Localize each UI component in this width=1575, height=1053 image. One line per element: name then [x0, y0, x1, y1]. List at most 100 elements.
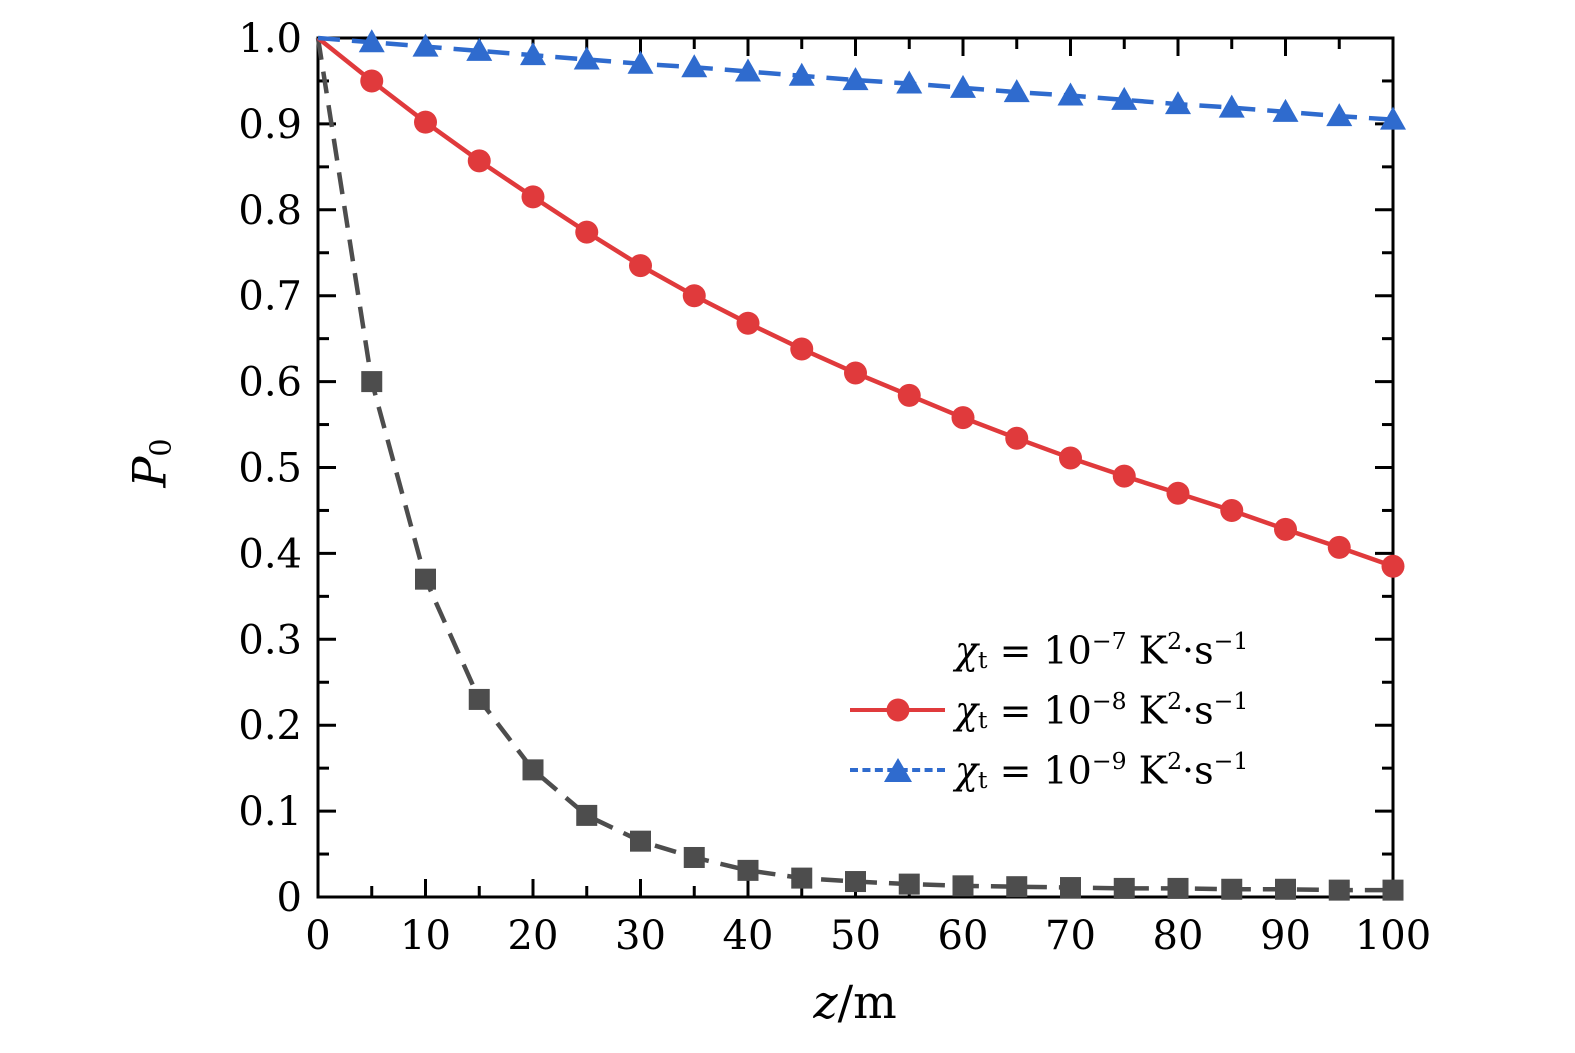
series-circle: [316, 36, 1405, 578]
legend-swatch-red: [850, 692, 945, 728]
y-tick-label: 0.8: [238, 188, 302, 234]
data-point-circle: [790, 337, 814, 361]
data-point-circle: [1112, 464, 1136, 488]
data-point-triangle: [627, 50, 654, 74]
data-point-circle: [1059, 446, 1082, 470]
data-point-square: [1060, 877, 1081, 899]
data-point-square: [630, 830, 651, 852]
data-point-circle: [951, 406, 975, 430]
data-point-circle: [521, 185, 545, 209]
data-point-circle: [1381, 554, 1405, 578]
legend-label: χt = 10−7 K2·s−1: [955, 627, 1248, 674]
data-point-square: [952, 875, 974, 897]
space: [1127, 688, 1139, 732]
series-square: [315, 37, 1404, 901]
unit-second: s: [1194, 628, 1214, 673]
tick-labels: 0 10 20 30 40 50 60 70 80 90 100 0 0.1 0.2 0.3 0.4 0.5 0.…: [238, 16, 1431, 959]
chi-symbol: χ: [955, 688, 979, 733]
legend-marker-triangle: [883, 758, 912, 782]
series-triangle: [317, 29, 1406, 130]
x-tick-label: 20: [508, 913, 559, 959]
legend-item-chi-1e-7: χt = 10−7 K2·s−1: [850, 620, 1248, 680]
unit-dot: ·: [1182, 748, 1195, 793]
data-point-square: [737, 859, 759, 881]
equals-base: = 10: [987, 628, 1092, 673]
legend-marker-circle: [886, 698, 909, 722]
data-point-square: [1167, 877, 1189, 899]
y-tick-label: 0.5: [238, 446, 302, 492]
y-axis-label: P0: [122, 438, 177, 487]
data-point-circle: [736, 311, 760, 335]
data-point-square: [898, 873, 920, 895]
y-tick-label: 0.6: [238, 360, 302, 406]
unit-dot: ·: [1182, 628, 1195, 673]
data-point-triangle: [896, 70, 923, 94]
data-point-square: [845, 871, 866, 893]
data-point-triangle: [520, 42, 546, 66]
data-point-circle: [682, 284, 706, 308]
data-point-triangle: [1380, 106, 1406, 130]
legend-label: χt = 10−8 K2·s−1: [955, 687, 1248, 734]
unit-kelvin: K: [1138, 748, 1168, 793]
data-point-triangle: [1111, 86, 1138, 110]
data-point-square: [1275, 878, 1296, 900]
x-tick-label: 80: [1153, 913, 1204, 959]
data-point-circle: [1166, 481, 1190, 505]
data-point-square: [1328, 879, 1350, 901]
y-tick-label: 0.3: [238, 617, 302, 663]
x-axis-label: z/m: [813, 975, 896, 1029]
data-point-square: [468, 688, 490, 710]
unit-second: s: [1194, 688, 1214, 733]
data-point-circle: [360, 69, 384, 93]
chi-subscript: t: [978, 705, 988, 734]
legend-item-chi-1e-8: χt = 10−8 K2·s−1: [850, 680, 1248, 740]
x-tick-label: 10: [400, 913, 451, 959]
x-tick-label: 60: [938, 913, 989, 959]
x-tick-label: 50: [830, 913, 881, 959]
data-point-triangle: [735, 58, 761, 82]
unit-second: s: [1194, 748, 1214, 793]
data-point-square: [361, 371, 383, 393]
chi-subscript: t: [978, 645, 988, 674]
y-tick-label: 1.0: [238, 16, 302, 62]
x-tick-label: 30: [615, 913, 666, 959]
legend-item-chi-1e-9: χt = 10−9 K2·s−1: [850, 740, 1248, 800]
data-point-square: [576, 804, 598, 826]
data-point-triangle: [1218, 94, 1245, 118]
unit-second-exp: −1: [1213, 746, 1249, 775]
x-axis-separator: /: [837, 975, 854, 1029]
data-point-circle: [414, 110, 437, 134]
data-point-triangle: [1003, 79, 1030, 103]
data-point-square: [1221, 878, 1243, 900]
data-point-triangle: [950, 74, 976, 98]
data-point-circle: [1220, 498, 1244, 522]
legend-label: χt = 10−9 K2·s−1: [955, 747, 1248, 794]
data-point-triangle: [842, 67, 869, 91]
data-point-circle: [629, 254, 652, 278]
x-tick-label: 90: [1260, 913, 1311, 959]
unit-second-exp: −1: [1213, 686, 1249, 715]
exponent: −7: [1091, 626, 1127, 655]
x-axis-unit: m: [853, 975, 897, 1029]
data-point-triangle: [412, 33, 439, 57]
unit-kelvin-exp: 2: [1167, 746, 1183, 775]
y-tick-label: 0.9: [238, 102, 302, 148]
y-axis-variable: P: [122, 456, 177, 488]
data-point-square: [415, 568, 436, 590]
data-point-square: [1006, 876, 1028, 898]
chi-symbol: χ: [955, 748, 979, 793]
unit-kelvin-exp: 2: [1167, 626, 1183, 655]
data-point-triangle: [573, 46, 600, 70]
data-point-circle: [897, 383, 921, 407]
y-tick-label: 0.7: [238, 274, 302, 320]
y-tick-label: 0.1: [238, 789, 302, 835]
y-axis-subscript: 0: [144, 438, 178, 457]
data-point-circle: [1274, 517, 1297, 541]
x-axis-variable: z: [813, 975, 838, 1029]
data-point-square: [1113, 877, 1135, 899]
x-tick-label: 0: [305, 913, 330, 959]
unit-second-exp: −1: [1213, 626, 1249, 655]
x-tick-label: 100: [1355, 913, 1431, 959]
chi-symbol: χ: [955, 628, 979, 673]
